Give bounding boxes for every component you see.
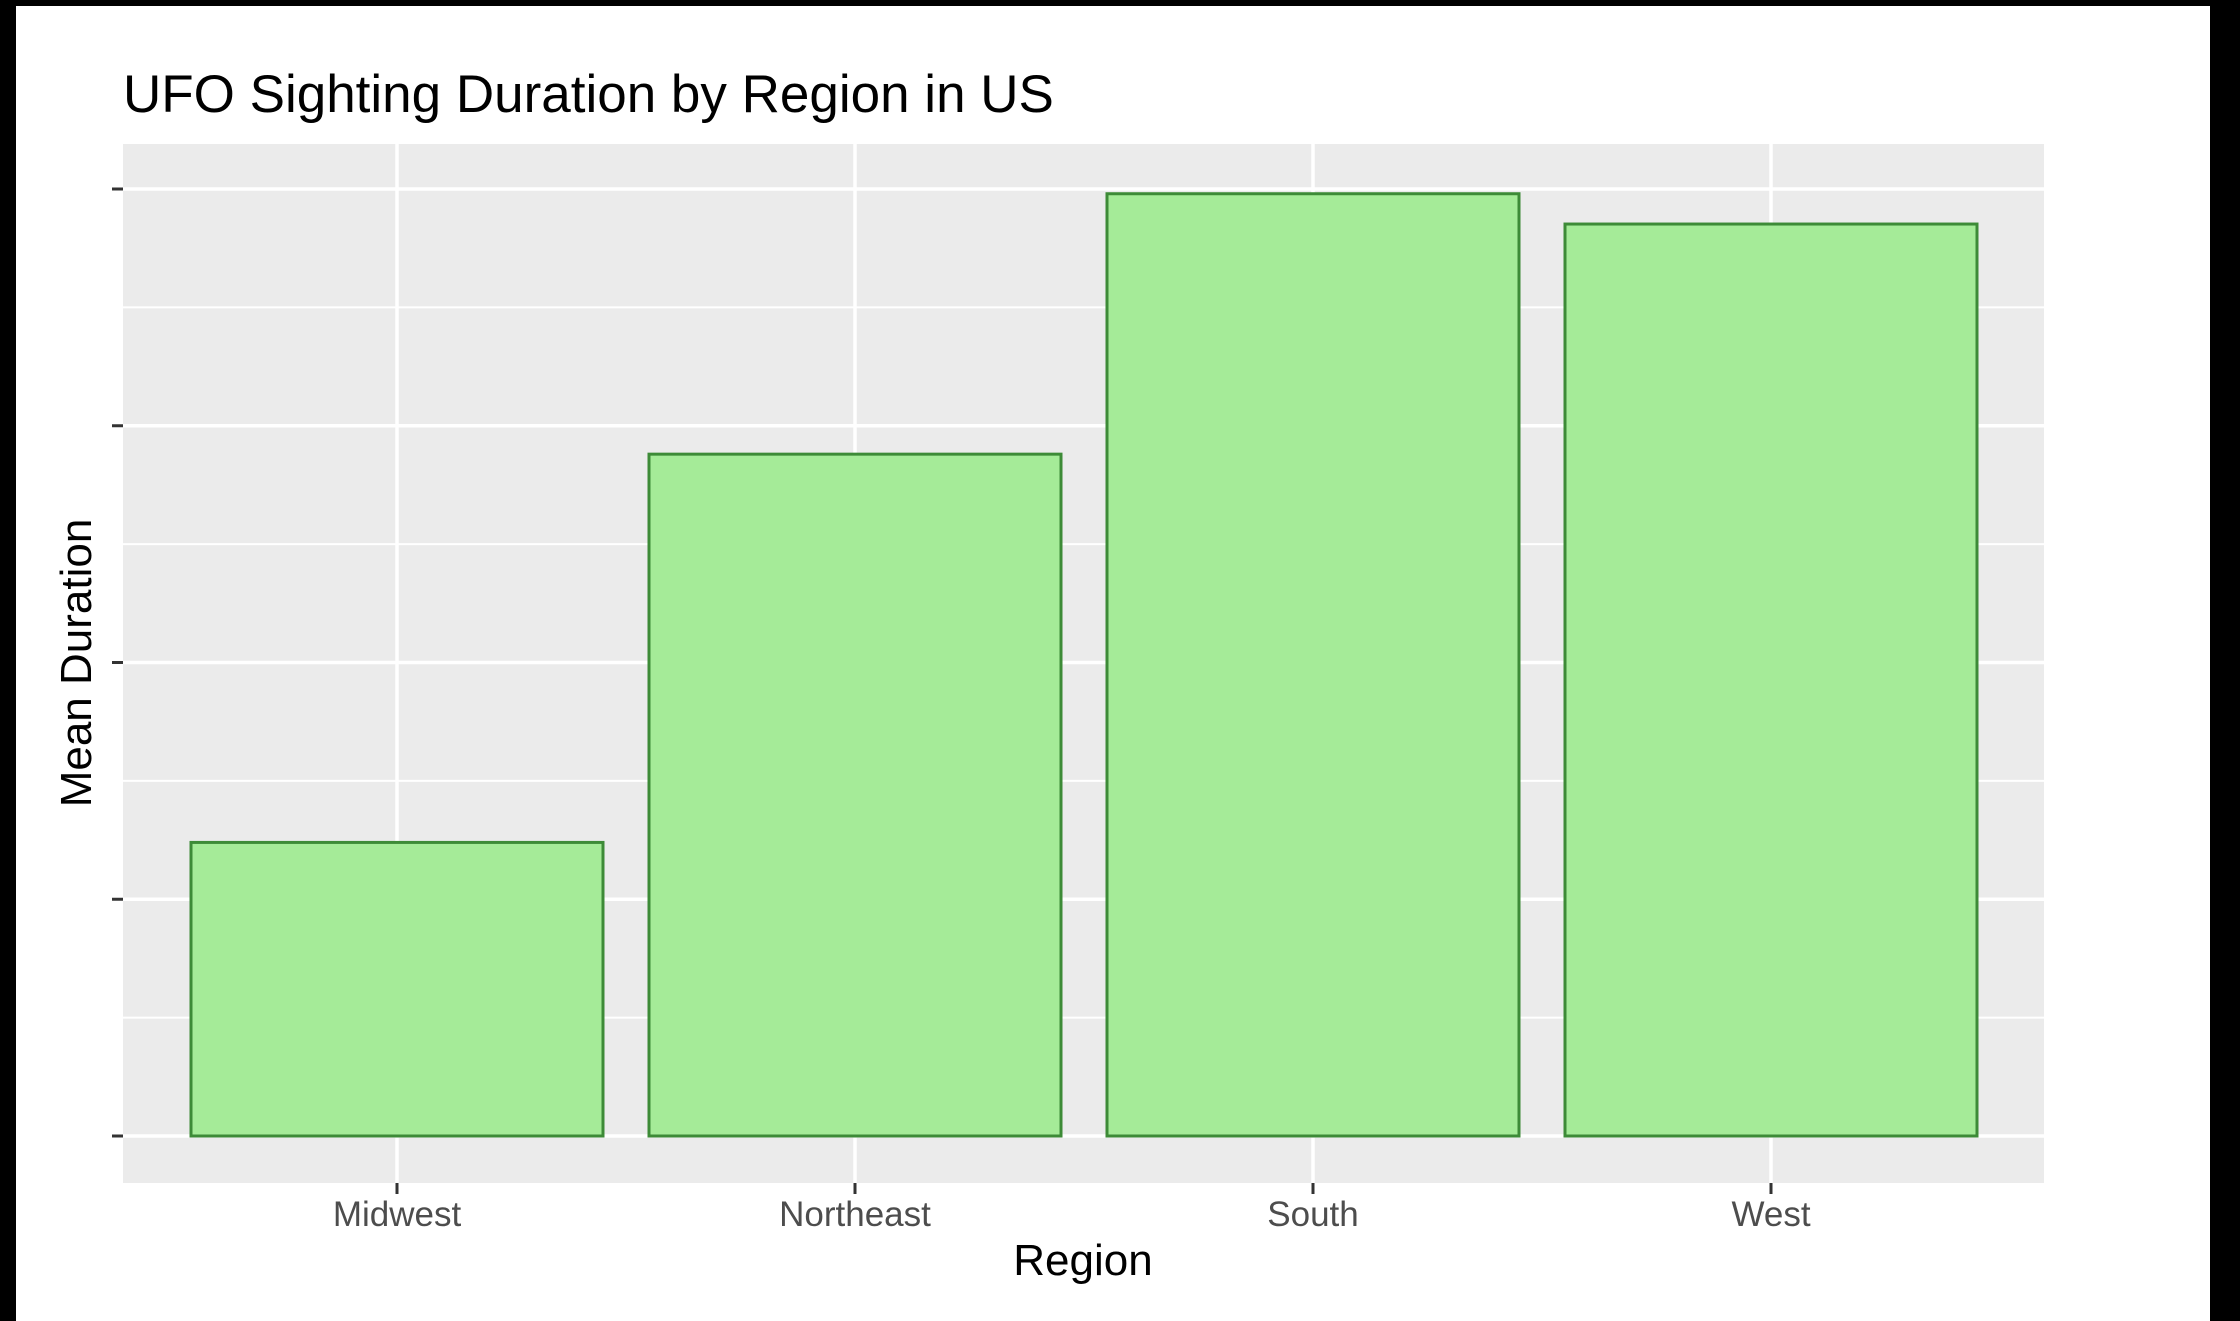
x-axis-tick-labels: Midwest Northeast South West (333, 1195, 1811, 1234)
y-axis-ticks (112, 187, 123, 1138)
x-tick-label: Northeast (779, 1195, 931, 1234)
x-tick-label: Midwest (333, 1195, 462, 1234)
bar-midwest (189, 840, 605, 1138)
x-tick-label: West (1731, 1195, 1810, 1234)
bars (189, 192, 1979, 1138)
bar-west (1563, 222, 1979, 1138)
y-axis-title: Mean Duration (52, 519, 101, 808)
x-axis-title: Region (1013, 1236, 1152, 1285)
bar-south (1105, 192, 1521, 1138)
x-axis-ticks (395, 1183, 1773, 1194)
bar-northeast (647, 452, 1063, 1138)
x-tick-label: South (1267, 1195, 1358, 1234)
chart-title: UFO Sighting Duration by Region in US (123, 65, 1054, 124)
